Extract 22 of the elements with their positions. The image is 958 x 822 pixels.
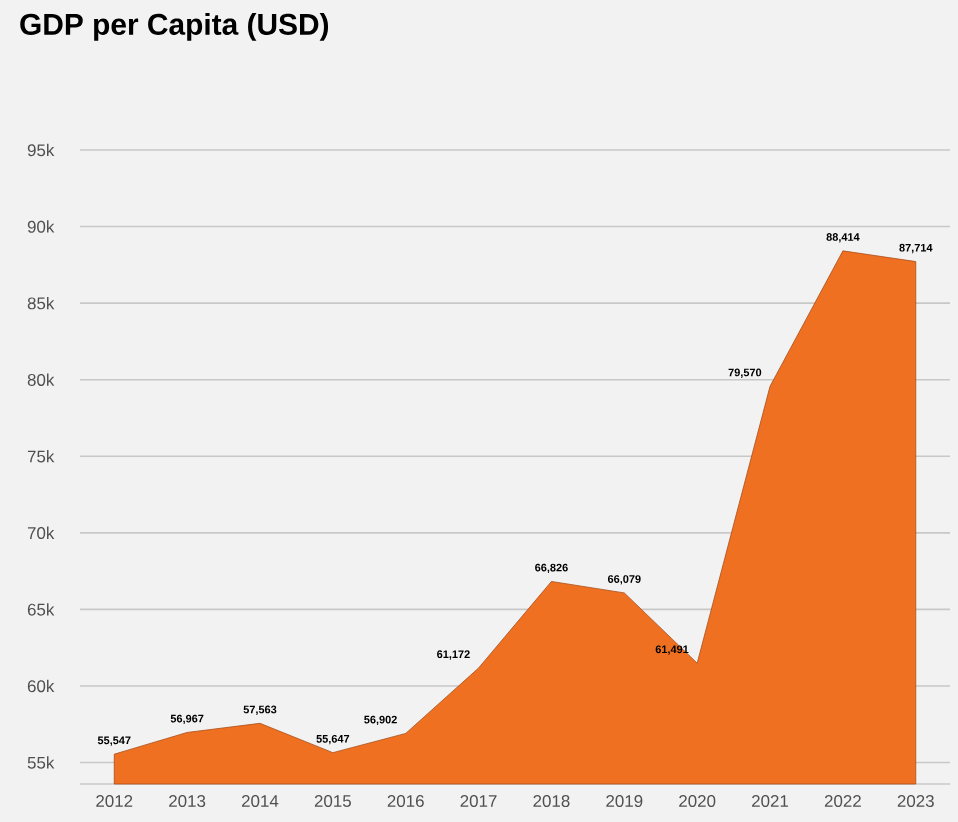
chart-title: GDP per Capita (USD) (20, 13, 329, 41)
x-tick-label: 2017 (460, 795, 497, 808)
x-tick-label: 2014 (241, 795, 279, 808)
y-tick-label: 90k (27, 220, 55, 233)
x-tick-label: 2012 (96, 795, 133, 808)
x-tick-label: 2018 (533, 795, 570, 808)
x-tick-label: 2020 (679, 795, 716, 808)
y-tick-label: 85k (27, 296, 55, 310)
x-tick-label: 2022 (824, 795, 861, 808)
y-tick-label: 55k (27, 756, 55, 769)
x-tick-label: 2023 (897, 795, 934, 808)
x-tick-label: 2016 (387, 795, 424, 808)
x-tick-label: 2021 (752, 795, 789, 808)
x-tick-label: 2015 (314, 795, 351, 808)
x-tick-label: 2019 (606, 795, 643, 808)
x-tick-label: 2013 (169, 795, 206, 808)
y-tick-label: 65k (27, 603, 55, 616)
y-tick-label: 75k (27, 450, 55, 463)
y-tick-label: 70k (27, 526, 55, 540)
y-tick-label: 80k (27, 373, 55, 386)
y-tick-label: 95k (27, 143, 55, 157)
y-tick-label: 60k (27, 679, 55, 693)
